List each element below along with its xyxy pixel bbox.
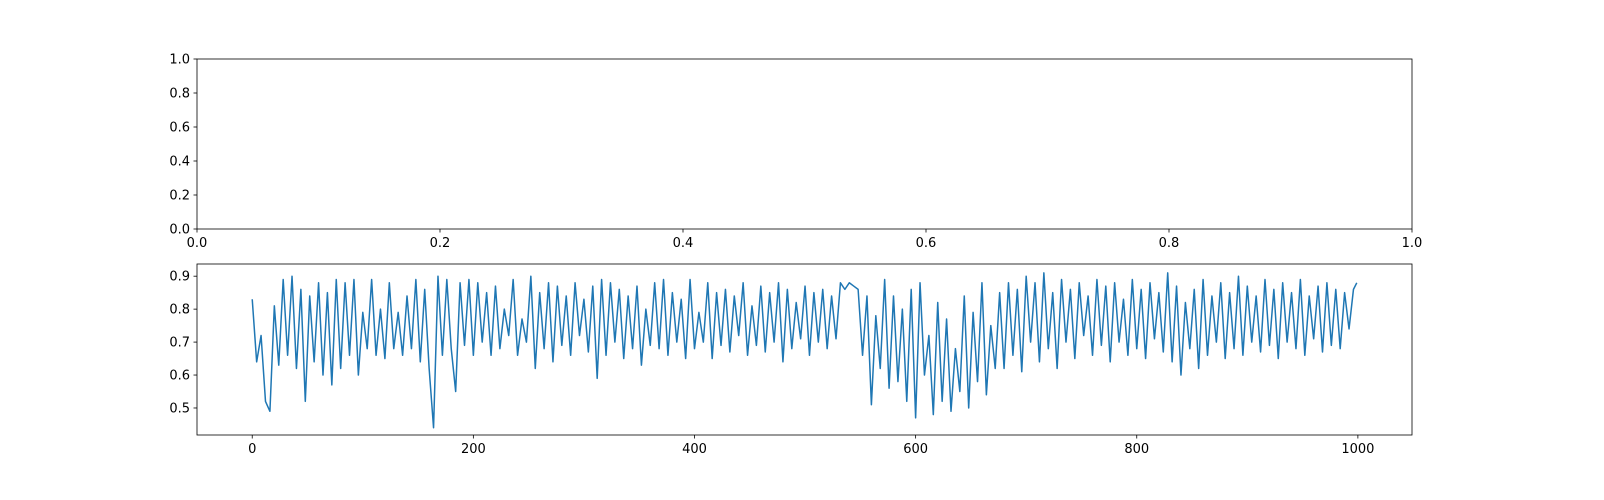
axes-frame: [196, 263, 1413, 436]
y-tick-label: 0.6: [169, 369, 190, 384]
axes: 0.0 0.2 0.4 0.6 0.8 1.0 0.0 0.2 0.4 0.6 0.8 1.0: [169, 53, 1422, 252]
x-tick-label: 0.8: [1159, 236, 1180, 251]
y-tick-label: 0.0: [169, 223, 190, 238]
y-tick-label: 0.2: [169, 189, 190, 204]
y-tick-label: 0.6: [169, 121, 190, 136]
x-tick-label: 0.0: [187, 236, 208, 251]
x-tick-label: 800: [1124, 442, 1149, 457]
data-line: [251, 272, 1358, 429]
y-tick-label: 1.0: [169, 53, 190, 68]
x-tick-label: 600: [903, 442, 928, 457]
x-tick-label: 1000: [1341, 442, 1374, 457]
x-tick-label: 400: [682, 442, 707, 457]
y-tick-label: 0.8: [169, 87, 190, 102]
y-tick-label: 0.7: [169, 336, 190, 351]
x-tick-label: 0.6: [916, 236, 937, 251]
y-tick-label: 0.8: [169, 303, 190, 318]
x-tick-label: 0: [248, 442, 256, 457]
y-tick-label: 0.4: [169, 155, 190, 170]
x-tick-label: 0.2: [430, 236, 451, 251]
y-tick-label: 0.9: [169, 270, 190, 285]
x-tick-label: 0.4: [673, 236, 694, 251]
axes-frame: [196, 58, 1413, 230]
x-tick-label: 200: [461, 442, 486, 457]
x-tick-label: 1.0: [1402, 236, 1423, 251]
axes: 0 200 400 600 800 1000 0.5 0.6 0.7 0.8 0.9: [169, 263, 1413, 457]
y-tick-label: 0.5: [169, 401, 190, 416]
